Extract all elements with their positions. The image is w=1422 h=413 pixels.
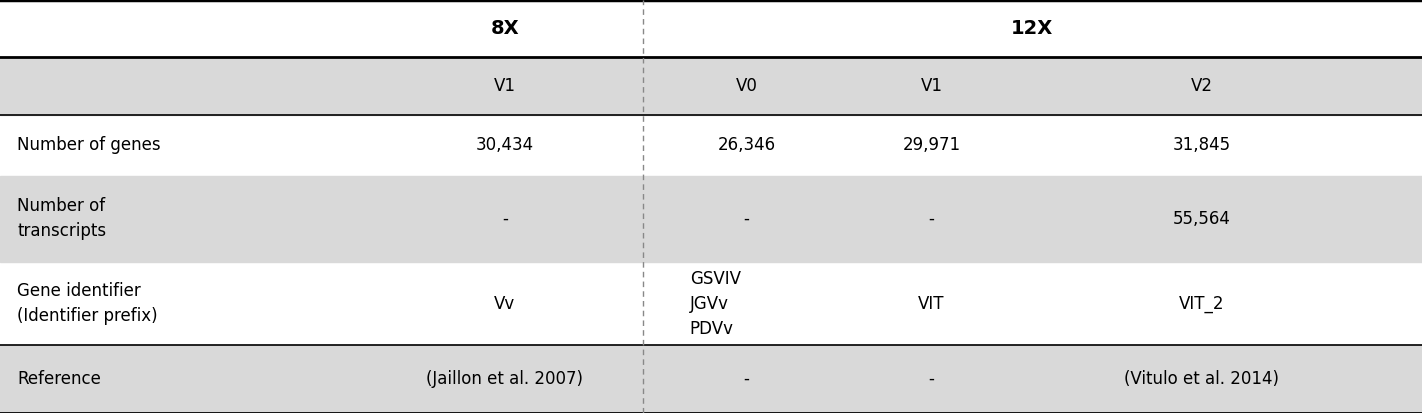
Text: 12X: 12X — [1011, 19, 1054, 38]
Text: 8X: 8X — [491, 19, 519, 38]
Text: -: - — [929, 370, 934, 388]
Text: 31,845: 31,845 — [1173, 136, 1230, 154]
Text: V1: V1 — [920, 77, 943, 95]
Text: (Vitulo et al. 2014): (Vitulo et al. 2014) — [1123, 370, 1280, 388]
Text: -: - — [744, 210, 749, 228]
Text: Number of genes: Number of genes — [17, 136, 161, 154]
Text: V2: V2 — [1190, 77, 1213, 95]
Text: VIT: VIT — [919, 294, 944, 313]
Bar — [0, 345, 1422, 413]
Text: V1: V1 — [493, 77, 516, 95]
Text: Reference: Reference — [17, 370, 101, 388]
Bar — [0, 176, 1422, 262]
Text: -: - — [744, 370, 749, 388]
Text: Gene identifier
(Identifier prefix): Gene identifier (Identifier prefix) — [17, 282, 158, 325]
Text: -: - — [929, 210, 934, 228]
Text: 29,971: 29,971 — [903, 136, 960, 154]
Text: 55,564: 55,564 — [1173, 210, 1230, 228]
Text: (Jaillon et al. 2007): (Jaillon et al. 2007) — [427, 370, 583, 388]
Text: Number of
transcripts: Number of transcripts — [17, 197, 107, 240]
Text: 30,434: 30,434 — [476, 136, 533, 154]
Text: VIT_2: VIT_2 — [1179, 294, 1224, 313]
Text: GSVIV
JGVv
PDVv: GSVIV JGVv PDVv — [690, 270, 741, 337]
Text: V0: V0 — [735, 77, 758, 95]
Bar — [0, 57, 1422, 115]
Text: 26,346: 26,346 — [718, 136, 775, 154]
Text: -: - — [502, 210, 508, 228]
Text: Vv: Vv — [495, 294, 515, 313]
